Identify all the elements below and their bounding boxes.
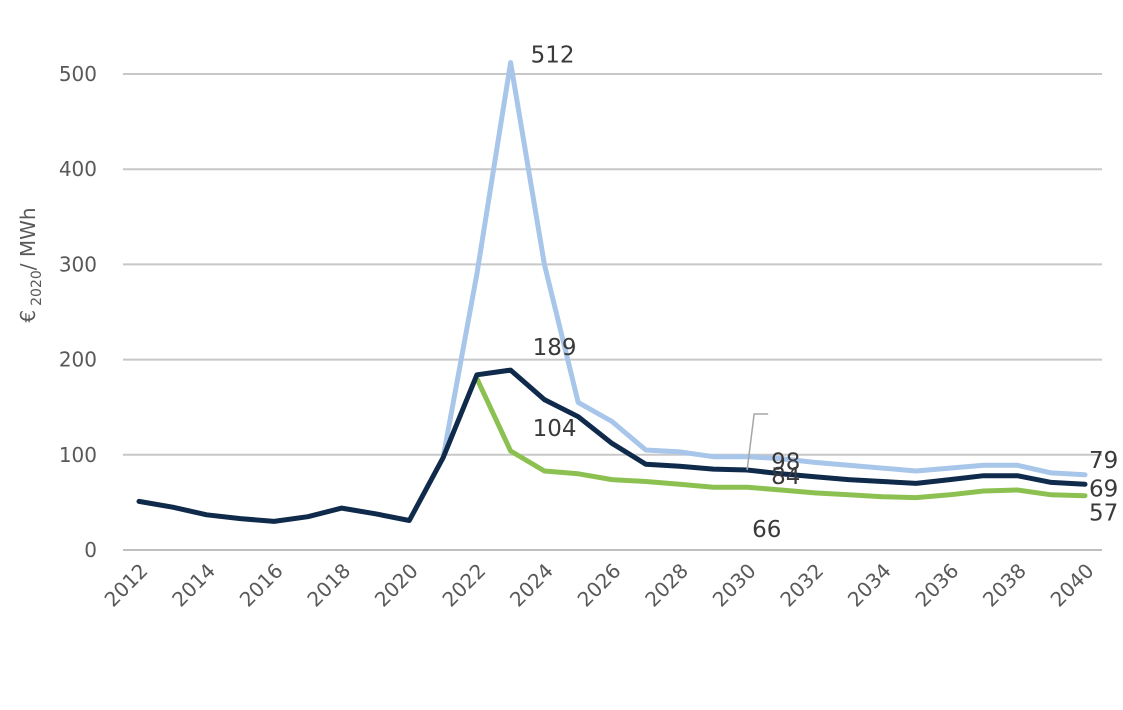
gridlines bbox=[123, 73, 1102, 551]
series-0 bbox=[440, 60, 1088, 478]
x-tick-label: 2034 bbox=[843, 559, 896, 612]
x-tick-label: 2012 bbox=[100, 559, 153, 612]
x-axis: 2012 2014 2016 2018 2020 2022 2024 2026 2028 2030… bbox=[100, 559, 1099, 612]
series-2-line bbox=[136, 367, 1088, 524]
x-tick-label: 2018 bbox=[302, 559, 355, 612]
y-axis-title-prefix: € bbox=[16, 310, 40, 323]
series-2 bbox=[136, 367, 1088, 524]
x-tick-label: 2014 bbox=[167, 559, 220, 612]
y-axis-title-suffix: / MWh bbox=[16, 207, 40, 270]
data-label: 57 bbox=[1089, 501, 1118, 527]
x-tick-label: 2032 bbox=[775, 559, 828, 612]
data-label: 512 bbox=[531, 43, 575, 69]
x-tick-label: 2038 bbox=[978, 559, 1031, 612]
y-tick-label: 200 bbox=[59, 348, 97, 372]
x-tick-label: 2036 bbox=[910, 559, 963, 612]
y-tick-label: 100 bbox=[59, 443, 97, 467]
y-axis-title-subscript: 2020 bbox=[29, 270, 45, 306]
data-label: 84 bbox=[771, 464, 800, 490]
y-axis-title: €2020/ MWh bbox=[16, 207, 45, 322]
y-tick-label: 400 bbox=[59, 157, 97, 181]
y-tick-label: 300 bbox=[59, 252, 97, 276]
x-tick-label: 2030 bbox=[708, 559, 761, 612]
x-tick-label: 2028 bbox=[640, 559, 693, 612]
x-tick-label: 2040 bbox=[1046, 559, 1099, 612]
data-label: 104 bbox=[533, 416, 577, 442]
y-axis: 0 100 200 300 400 500 bbox=[59, 62, 97, 562]
x-tick-label: 2020 bbox=[370, 559, 423, 612]
x-tick-label: 2024 bbox=[505, 559, 558, 612]
y-tick-label: 0 bbox=[84, 538, 97, 562]
leader-line-98 bbox=[746, 413, 769, 471]
x-tick-label: 2026 bbox=[573, 559, 626, 612]
x-tick-label: 2016 bbox=[235, 559, 288, 612]
y-tick-label: 500 bbox=[59, 62, 97, 86]
data-label: 69 bbox=[1089, 476, 1118, 502]
data-label: 79 bbox=[1089, 448, 1118, 474]
data-label: 98 bbox=[771, 450, 800, 476]
x-tick-label: 2022 bbox=[437, 559, 490, 612]
series-0-line bbox=[440, 60, 1088, 478]
data-label: 189 bbox=[533, 335, 577, 361]
data-label: 66 bbox=[752, 517, 781, 543]
series-lines bbox=[136, 60, 1088, 524]
